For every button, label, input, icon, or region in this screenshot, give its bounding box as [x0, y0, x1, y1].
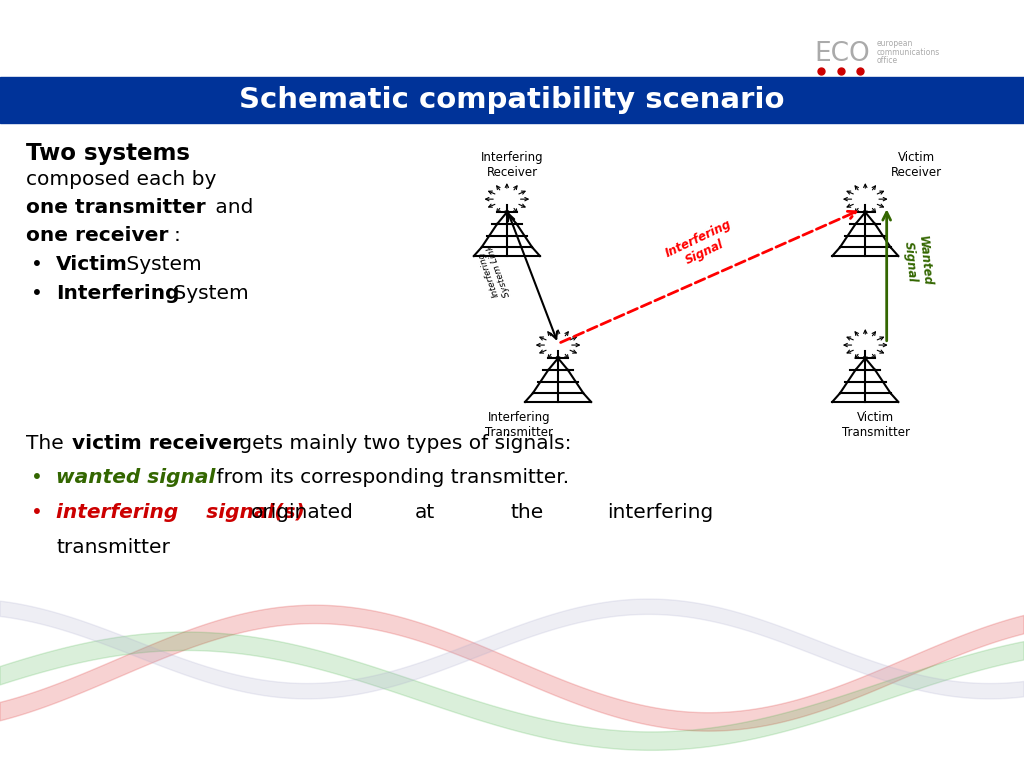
Text: ECO: ECO	[814, 41, 869, 67]
Text: Interfering: Interfering	[56, 284, 180, 303]
Text: Interfering
System Link: Interfering System Link	[475, 243, 512, 302]
Text: Interfering
Signal: Interfering Signal	[663, 217, 740, 274]
Text: •: •	[31, 503, 43, 522]
Text: european: european	[877, 39, 913, 48]
Text: at: at	[415, 503, 435, 522]
Text: •: •	[31, 284, 43, 303]
Text: originated: originated	[251, 503, 353, 522]
Text: :: :	[174, 226, 181, 245]
Text: Victim
Transmitter: Victim Transmitter	[842, 411, 909, 439]
Text: Victim
Receiver: Victim Receiver	[891, 151, 942, 179]
Text: from its corresponding transmitter.: from its corresponding transmitter.	[210, 468, 569, 488]
Text: Wanted
Signal: Wanted Signal	[901, 235, 934, 287]
Text: System: System	[167, 284, 249, 303]
Text: Schematic compatibility scenario: Schematic compatibility scenario	[240, 86, 784, 114]
Text: communications: communications	[877, 48, 940, 57]
Text: transmitter: transmitter	[56, 538, 170, 557]
Text: System: System	[120, 255, 202, 274]
Text: The: The	[26, 434, 70, 453]
Text: wanted signal: wanted signal	[56, 468, 216, 488]
Text: •: •	[31, 255, 43, 274]
Text: office: office	[877, 56, 898, 65]
Bar	[0, 77, 1024, 123]
Text: one receiver: one receiver	[26, 226, 168, 245]
Text: Two systems: Two systems	[26, 142, 189, 165]
Text: interfering: interfering	[607, 503, 714, 522]
Text: victim receiver: victim receiver	[72, 434, 242, 453]
Text: interfering    signal(s): interfering signal(s)	[56, 503, 305, 522]
Text: •: •	[31, 468, 43, 488]
Text: Victim: Victim	[56, 255, 128, 274]
Text: Interfering
Receiver: Interfering Receiver	[480, 151, 544, 179]
Text: one transmitter: one transmitter	[26, 198, 205, 217]
Text: gets mainly two types of signals:: gets mainly two types of signals:	[233, 434, 572, 453]
Text: composed each by: composed each by	[26, 170, 216, 190]
Text: and: and	[209, 198, 253, 217]
Text: the: the	[511, 503, 544, 522]
Text: Interfering
Transmitter: Interfering Transmitter	[485, 411, 553, 439]
